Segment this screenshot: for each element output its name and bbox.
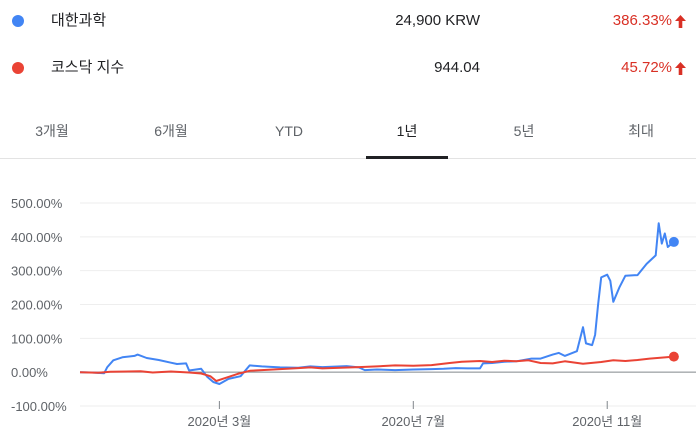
security-price: 944.04 — [434, 59, 480, 76]
security-change: 386.33% — [613, 4, 686, 38]
x-axis-ticks: 2020년 3월 2020년 7월 2020년 11월 — [188, 401, 642, 429]
security-name: 대한과학 — [51, 12, 107, 29]
security-row[interactable]: 코스닥 지수 944.04 45.72% — [0, 51, 696, 85]
x-tick-label: 2020년 7월 — [381, 414, 445, 429]
performance-chart[interactable]: 500.00% 400.00% 300.00% 200.00% 100.00% 0.00%… — [0, 180, 696, 437]
x-tick-label: 2020년 3월 — [188, 414, 252, 429]
change-percent: 45.72% — [621, 59, 672, 76]
series-end-marker — [668, 236, 679, 247]
x-tick-label: 2020년 11월 — [572, 414, 642, 429]
chart-grid — [80, 202, 696, 407]
arrow-up-icon — [675, 61, 686, 75]
y-tick-label: -100.00% — [11, 399, 67, 414]
y-axis-labels: 500.00% 400.00% 300.00% 200.00% 100.00% 0.00%… — [11, 196, 67, 414]
series-end-marker — [668, 351, 679, 362]
security-row[interactable]: 대한과학 24,900 KRW 386.33% — [0, 4, 696, 38]
tab-3-months[interactable]: 3개월 — [35, 123, 69, 139]
tab-5-years[interactable]: 5년 — [513, 123, 535, 139]
tab-max[interactable]: 최대 — [628, 123, 654, 139]
tab-ytd[interactable]: YTD — [275, 123, 303, 139]
series-lines — [79, 222, 679, 385]
series-line — [79, 355, 674, 382]
change-percent: 386.33% — [612, 12, 672, 29]
series-line — [79, 222, 675, 385]
series-color-dot — [12, 62, 24, 74]
series-color-dot — [12, 15, 24, 27]
arrow-up-icon — [675, 14, 686, 28]
y-tick-label: 0.00% — [11, 365, 48, 380]
y-tick-label: 400.00% — [11, 230, 63, 245]
y-tick-label: 200.00% — [11, 298, 63, 313]
y-tick-label: 500.00% — [11, 196, 63, 211]
time-range-tabs: 3개월 6개월 YTD 1년 5년 최대 — [0, 110, 696, 159]
security-name: 코스닥 지수 — [51, 59, 125, 76]
tab-1-year[interactable]: 1년 — [366, 110, 448, 159]
security-change: 45.72% — [621, 51, 686, 85]
y-tick-label: 300.00% — [11, 264, 63, 279]
tab-6-months[interactable]: 6개월 — [154, 123, 188, 139]
security-price: 24,900 KRW — [395, 12, 480, 29]
y-tick-label: 100.00% — [11, 331, 63, 346]
